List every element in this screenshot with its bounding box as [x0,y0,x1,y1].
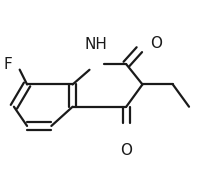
Text: O: O [151,36,163,52]
Text: NH: NH [85,37,107,52]
Text: O: O [120,143,132,158]
Text: F: F [3,57,12,72]
